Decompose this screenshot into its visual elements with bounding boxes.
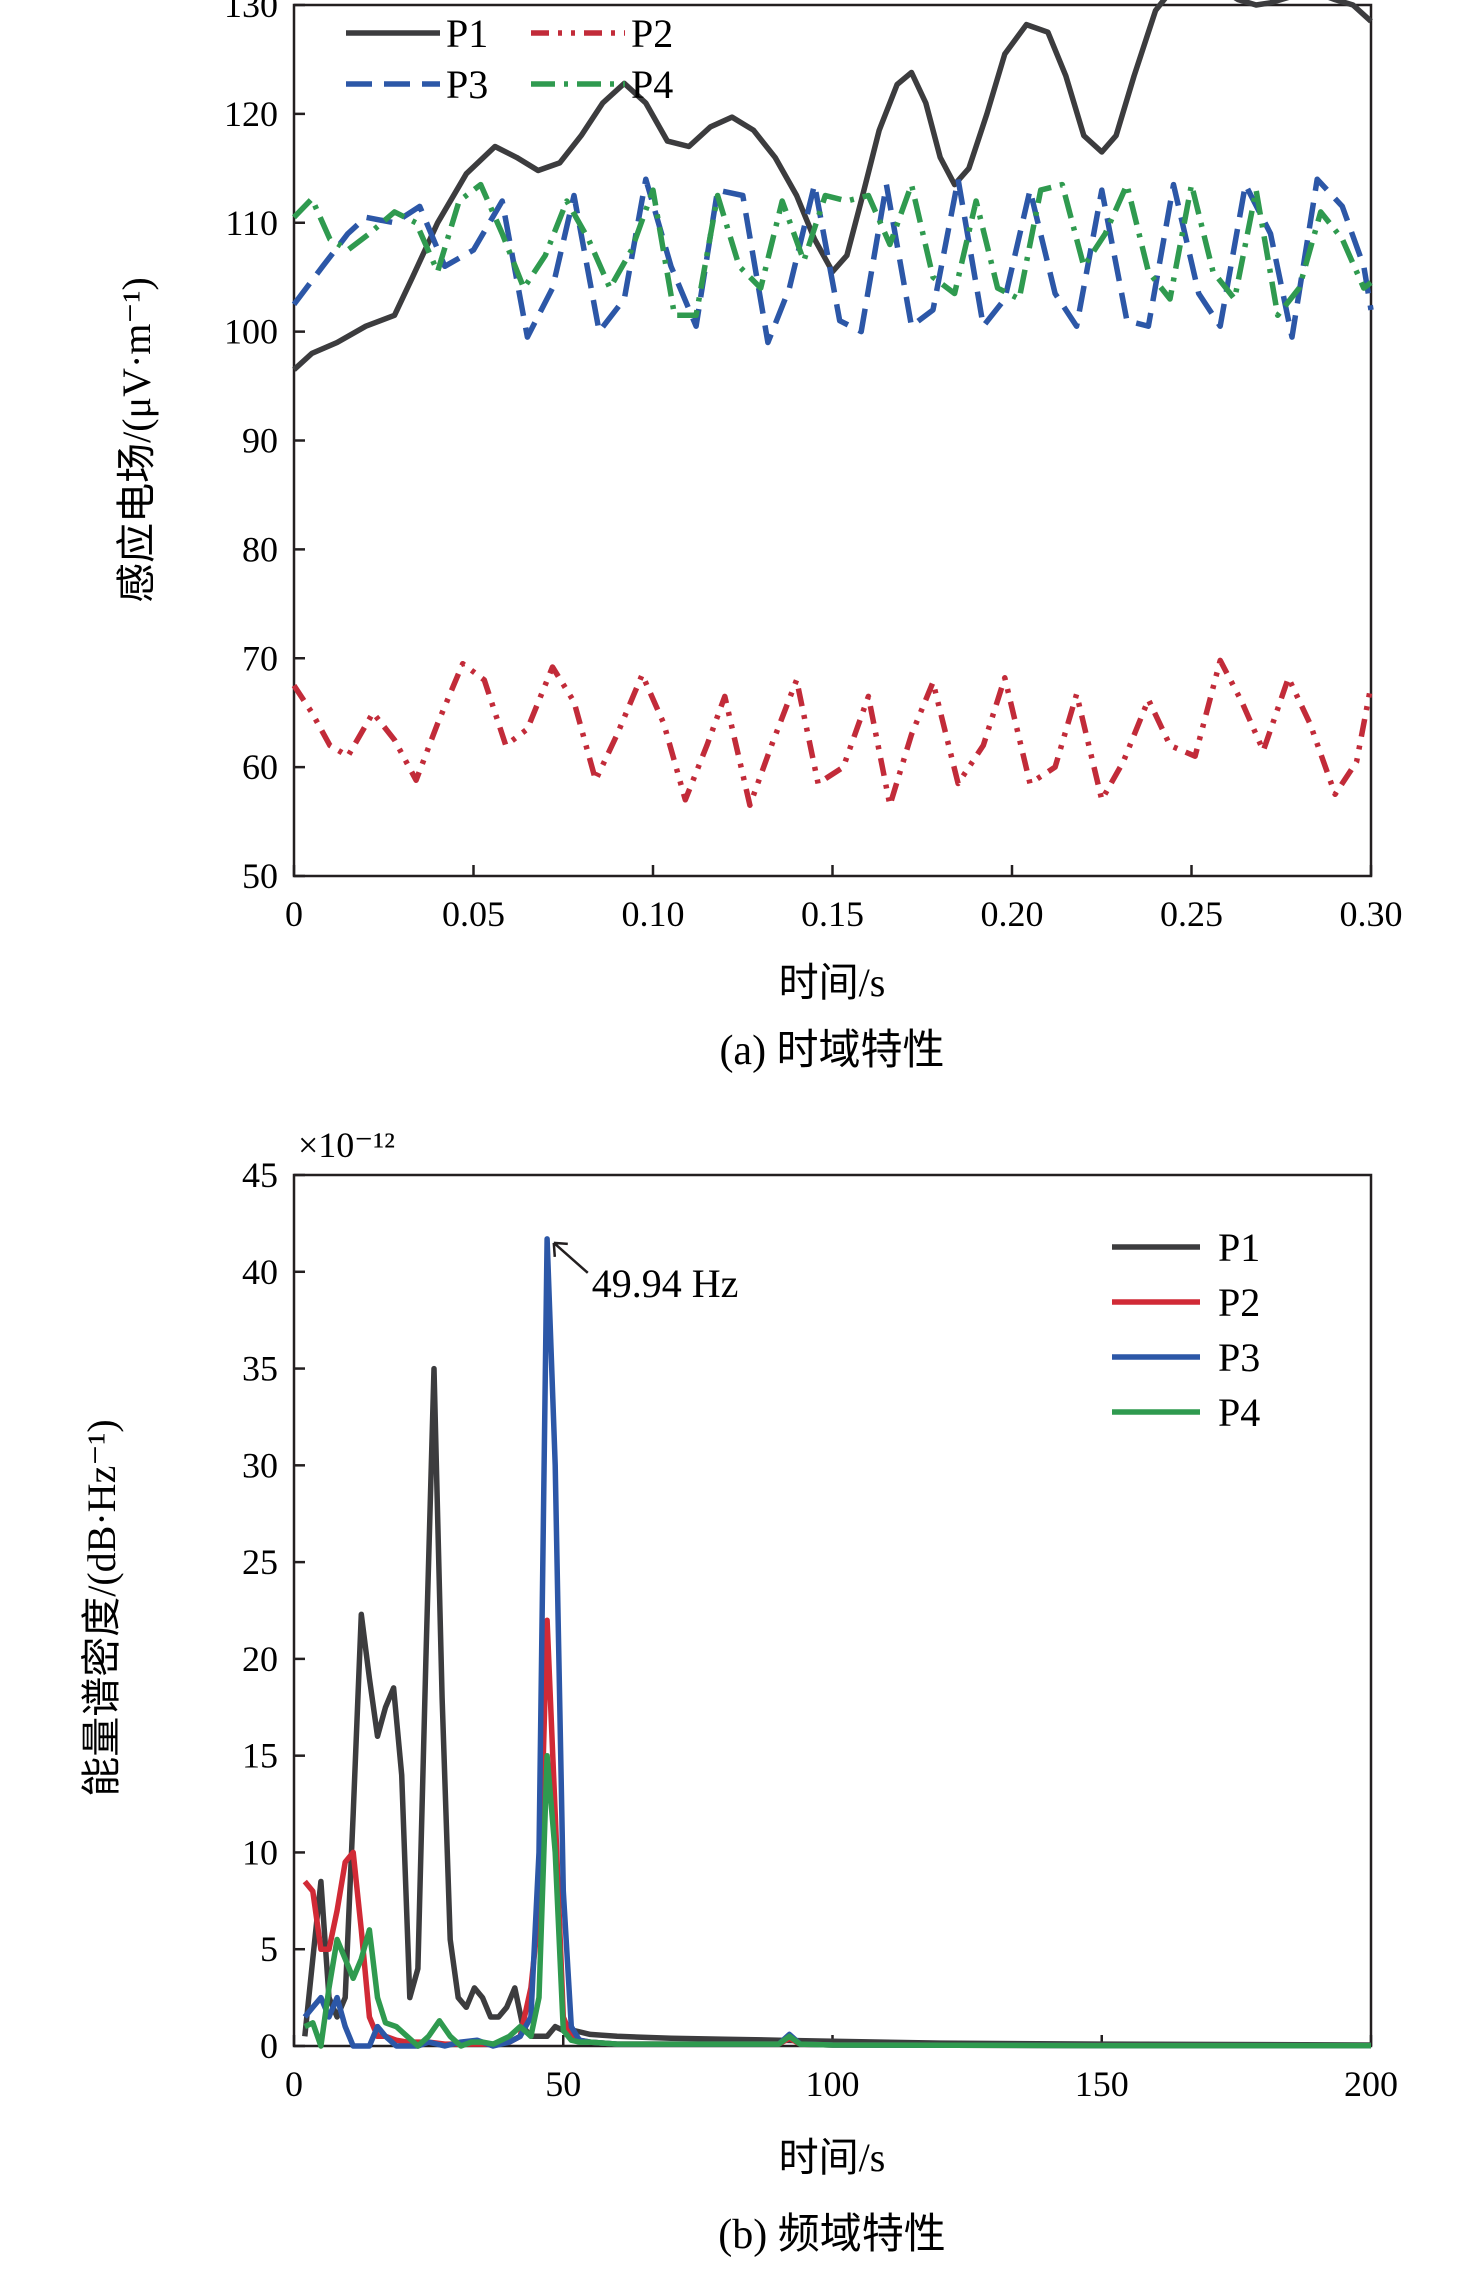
y-tick-label: 70 xyxy=(242,638,278,678)
x-tick-label: 200 xyxy=(1344,2064,1398,2104)
y-axis-multiplier-b: ×10⁻¹² xyxy=(298,1125,395,1165)
series-line-p2 xyxy=(302,1617,1371,2049)
legend-label-p1: P1 xyxy=(446,11,488,56)
y-tick-label: 60 xyxy=(242,747,278,787)
y-tick-label: 90 xyxy=(242,421,278,461)
series-line-p4 xyxy=(303,1752,1371,2049)
legend-label-p3: P3 xyxy=(1218,1335,1260,1380)
x-tick-label: 150 xyxy=(1075,2064,1129,2104)
legend-label-p4: P4 xyxy=(631,62,673,107)
legend-label-p2: P2 xyxy=(631,11,673,56)
annotation-label: 49.94 Hz xyxy=(592,1261,739,1306)
y-tick-label: 100 xyxy=(224,312,278,352)
x-tick-label: 0.10 xyxy=(622,894,685,934)
x-tick-label: 0 xyxy=(285,894,303,934)
y-tick-label: 15 xyxy=(242,1736,278,1776)
legend-label-p4: P4 xyxy=(1218,1390,1260,1435)
series-line-p1 xyxy=(292,0,1373,372)
annotation-arrow xyxy=(552,1241,589,1274)
y-axis-b: 0 5 10 15 20 25 30 35 40 45 xyxy=(242,1155,305,2066)
y-tick-label: 50 xyxy=(242,856,278,896)
x-axis-label-a: 时间/s xyxy=(779,960,886,1005)
x-tick-label: 0 xyxy=(285,2064,303,2104)
legend-a: P1 P2 P3 P4 xyxy=(346,11,673,107)
y-tick-label: 130 xyxy=(224,0,278,25)
x-axis-label-b: 时间/s xyxy=(779,2135,886,2180)
chart-panel-a: 50 60 70 80 90 100 110 120 130 0 0.05 0.10 0.15 0.20… xyxy=(114,0,1403,1074)
x-tick-label: 0.15 xyxy=(801,894,864,934)
y-tick-label: 10 xyxy=(242,1832,278,1872)
x-tick-label: 0.05 xyxy=(442,894,505,934)
series-group-a xyxy=(291,0,1374,808)
y-tick-label: 30 xyxy=(242,1445,278,1485)
y-tick-label: 5 xyxy=(260,1929,278,1969)
y-tick-label: 25 xyxy=(242,1542,278,1582)
series-line-p1 xyxy=(302,1365,1372,2048)
y-tick-label: 110 xyxy=(225,203,278,243)
legend-b: P1 P2 P3 P4 xyxy=(1112,1225,1260,1435)
y-tick-label: 45 xyxy=(242,1155,278,1195)
y-tick-label: 80 xyxy=(242,529,278,569)
x-tick-label: 50 xyxy=(545,2064,581,2104)
y-axis-label-a: 感应电场/(μV·m⁻¹) xyxy=(114,277,159,603)
series-line-p4 xyxy=(292,181,1373,319)
series-line-p3 xyxy=(302,1236,1371,2049)
series-line-p3 xyxy=(291,176,1374,346)
caption-b: (b) 频域特性 xyxy=(718,2212,945,2258)
x-tick-label: 0.30 xyxy=(1340,894,1403,934)
peak-annotation-b: 49.94 Hz xyxy=(552,1241,739,1306)
legend-label-p2: P2 xyxy=(1218,1280,1260,1325)
series-line-p2 xyxy=(291,657,1374,808)
chart-panel-b: ×10⁻¹² 0 5 10 15 20 25 30 35 40 45 0 50 100 150 200 4… xyxy=(79,1125,1398,2258)
y-tick-label: 40 xyxy=(242,1252,278,1292)
y-axis-label-b: 能量谱密度/(dB·Hz⁻¹) xyxy=(79,1419,124,1797)
legend-label-p1: P1 xyxy=(1218,1225,1260,1270)
x-tick-label: 100 xyxy=(806,2064,860,2104)
x-tick-label: 0.25 xyxy=(1160,894,1223,934)
y-tick-label: 120 xyxy=(224,94,278,134)
caption-a: (a) 时域特性 xyxy=(719,1028,944,1074)
x-tick-label: 0.20 xyxy=(981,894,1044,934)
series-group-b xyxy=(302,1236,1372,2049)
y-tick-label: 20 xyxy=(242,1639,278,1679)
y-tick-label: 0 xyxy=(260,2026,278,2066)
plot-frame-b xyxy=(292,1173,1373,2048)
y-tick-label: 35 xyxy=(242,1349,278,1389)
plot-frame-a xyxy=(292,3,1373,878)
x-axis-a: 0 0.05 0.10 0.15 0.20 0.25 0.30 xyxy=(285,865,1403,934)
y-axis-a: 50 60 70 80 90 100 110 120 130 xyxy=(224,0,305,896)
legend-label-p3: P3 xyxy=(446,62,488,107)
